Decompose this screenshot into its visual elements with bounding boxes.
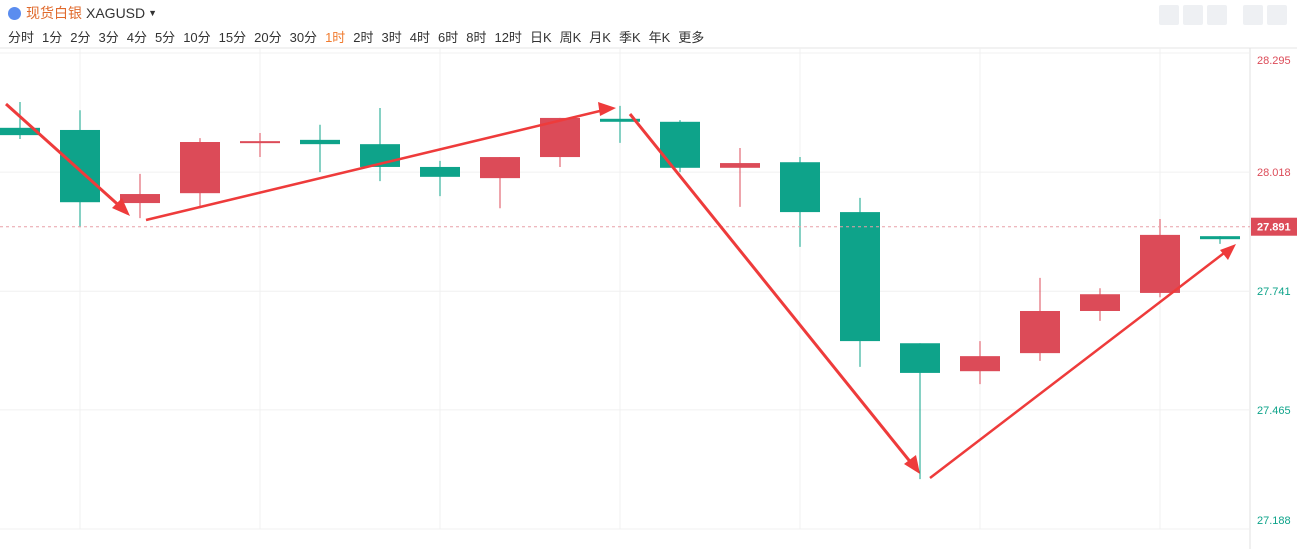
period-tab[interactable]: 年K xyxy=(648,30,671,45)
period-tab[interactable]: 更多 xyxy=(678,30,705,45)
period-tab[interactable]: 3分 xyxy=(98,30,119,45)
candle-body xyxy=(900,343,940,373)
y-tick-label: 27.465 xyxy=(1257,405,1291,417)
period-tab[interactable]: 月K xyxy=(589,30,611,45)
candle-body xyxy=(480,157,520,179)
period-tab[interactable]: 周K xyxy=(559,30,582,45)
candle-body xyxy=(420,166,460,177)
y-tick-label: 28.295 xyxy=(1257,55,1291,67)
candle-body xyxy=(720,163,760,168)
period-tab[interactable]: 分时 xyxy=(8,30,35,45)
dropdown-caret: ▼ xyxy=(148,8,158,18)
period-tab[interactable]: 6时 xyxy=(438,30,459,45)
period-tab[interactable]: 1分 xyxy=(42,30,63,45)
icon[interactable] xyxy=(1267,5,1287,25)
candle-body xyxy=(300,139,340,145)
logo xyxy=(8,6,21,20)
period-tab[interactable]: 4时 xyxy=(409,30,430,45)
candle-body xyxy=(960,356,1000,372)
candle-body xyxy=(1080,294,1120,311)
period-tab[interactable]: 3时 xyxy=(381,30,402,45)
period-tab[interactable]: 2时 xyxy=(353,30,374,45)
y-tick-label: 28.018 xyxy=(1257,167,1291,179)
period-tab[interactable]: 20分 xyxy=(254,30,282,45)
symbol[interactable]: XAGUSD xyxy=(86,5,146,21)
period-tab[interactable]: 8时 xyxy=(466,30,487,45)
candle-body xyxy=(60,129,100,203)
period-tab[interactable]: 1时 xyxy=(325,30,346,45)
period-tab[interactable]: 2分 xyxy=(70,30,91,45)
candle-body xyxy=(180,142,220,194)
candle-body xyxy=(0,127,40,136)
tool-icons xyxy=(1159,5,1287,25)
icon[interactable] xyxy=(1207,5,1227,25)
period-tab[interactable]: 日K xyxy=(529,30,552,45)
icon[interactable] xyxy=(1243,5,1263,25)
icon[interactable] xyxy=(1159,5,1179,25)
candle-body xyxy=(240,141,280,144)
period-tab[interactable]: 30分 xyxy=(289,30,318,45)
candle-body xyxy=(1200,236,1240,240)
icon[interactable] xyxy=(1183,5,1203,25)
period-tab[interactable]: 10分 xyxy=(183,30,211,45)
period-tab[interactable]: 5分 xyxy=(154,30,176,45)
y-tick-label: 27.741 xyxy=(1257,286,1291,298)
candle-body xyxy=(1140,234,1180,293)
candle-body xyxy=(780,162,820,213)
header: 现货白银 XAGUSD ▼ xyxy=(8,3,157,23)
candle-body xyxy=(600,118,640,122)
period-tab[interactable]: 15分 xyxy=(218,30,247,45)
period-tab[interactable]: 12时 xyxy=(494,30,522,45)
candle-body xyxy=(840,212,880,342)
title: 现货白银 xyxy=(26,5,82,21)
last-price-box xyxy=(1251,217,1297,236)
annotation-arrows xyxy=(4,102,1236,479)
last-price-label: 27.891 xyxy=(1257,222,1291,234)
candle-body xyxy=(120,194,160,204)
y-tick-label: 27.188 xyxy=(1257,515,1291,527)
period-tab[interactable]: 季K xyxy=(618,30,641,45)
period-tabs: 分时 1分 2分 3分 4分 5分 10分 15分 20分 30分 1时 2时 3时 4时 6时 8时 12时日… xyxy=(8,27,704,46)
candle-body xyxy=(1020,310,1060,354)
period-tab[interactable]: 4分 xyxy=(126,30,147,45)
